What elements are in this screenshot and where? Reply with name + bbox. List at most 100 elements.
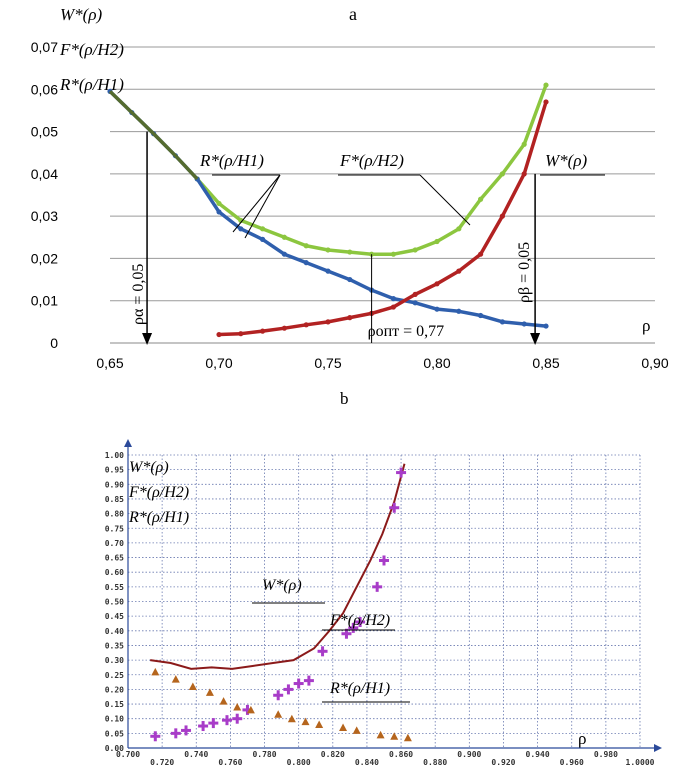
chart-a-series-R-point xyxy=(543,323,549,329)
chart-b-series-R-point xyxy=(301,717,310,726)
chart-b-x-tick-label: 0.840 xyxy=(355,758,379,767)
chart-a-x-ticks: 0,65 0,70 0,75 0,80 0,85 0,90 xyxy=(96,355,668,371)
chart-b-y-tick-label: 0.75 xyxy=(105,524,124,533)
chart-b-x-ticks: 0.700 0.720 0.740 0.760 0.780 0.800 0.820 0.840… xyxy=(116,750,655,767)
chart-b-y-tick-label: 0.25 xyxy=(105,671,124,680)
chart-b: b 0.000.050.100.150.200.250.300.350.400.… xyxy=(105,389,662,767)
chart-b-y-tick-label: 0.45 xyxy=(105,612,124,621)
chart-b-series-F-point xyxy=(317,646,328,657)
chart-a-annotations: ρα = 0,05 ρβ = 0,05 ρопт = 0,77 R*(ρ/H1)… xyxy=(130,131,605,345)
chart-b-series-F-point xyxy=(379,555,389,566)
chart-a-series-R-point xyxy=(303,260,309,266)
chart-b-series-R-point xyxy=(352,726,361,734)
chart-b-series-R-point xyxy=(376,730,385,739)
chart-b-y-tick-label: 0.40 xyxy=(105,627,124,636)
chart-b-y-tick-label: 0.00 xyxy=(105,744,124,753)
chart-b-y-tick-label: 0.70 xyxy=(105,539,124,548)
chart-a-series-W-point xyxy=(499,213,505,219)
chart-a-y-tick-label: 0,03 xyxy=(31,208,58,224)
chart-a-y-tick-label: 0,05 xyxy=(31,124,58,140)
chart-a-series-W-point xyxy=(216,331,222,338)
chart-b-series-F-point xyxy=(303,675,314,686)
chart-b-y-tick-label: 0.20 xyxy=(105,685,124,694)
chart-b-gridlines xyxy=(124,439,662,752)
chart-a-y-tick-label: 0 xyxy=(50,335,58,351)
chart-b-y-tick-label: 0.10 xyxy=(105,715,124,724)
chart-a-series-W-point xyxy=(238,331,244,337)
chart-b-x-tick-label: 0.700 xyxy=(116,750,140,759)
chart-b-y-tick-label: 0.80 xyxy=(105,510,124,519)
chart-a-gridlines xyxy=(110,46,655,344)
chart-b-series-W-line xyxy=(150,463,406,670)
chart-b-F-label: F*(ρ/H2) xyxy=(329,612,390,629)
chart-b-series-F-point xyxy=(348,622,359,633)
chart-b-series-F-point xyxy=(273,690,284,701)
chart-a-x-tick-label: 0,75 xyxy=(314,355,341,371)
chart-b-annotations: W*(ρ) F*(ρ/H2) R*(ρ/H1) xyxy=(252,577,410,703)
chart-a-R-label: R*(ρ/H1) xyxy=(199,151,264,170)
chart-a-series-R-point xyxy=(412,300,418,306)
chart-b-x-tick-label: 0.940 xyxy=(526,750,550,759)
chart-a-series-F-point xyxy=(456,226,462,232)
chart-a-panel-label: a xyxy=(349,4,357,24)
chart-b-series-R-point xyxy=(205,688,214,696)
chart-b-y-axis-label: W*(ρ) F*(ρ/H2) R*(ρ/H1) xyxy=(128,459,189,526)
chart-b-series-F-point xyxy=(150,731,161,742)
chart-a-series-W-point xyxy=(412,291,418,297)
chart-b-series-R-point xyxy=(315,720,324,729)
chart-a-series-F-point xyxy=(347,249,353,255)
chart-b-x-tick-label: 0.900 xyxy=(457,750,481,759)
chart-a-series-R-point xyxy=(281,251,287,257)
chart-b-series-R-point xyxy=(287,714,296,723)
chart-a-series-W-point xyxy=(281,325,287,331)
chart-b-series-F-point xyxy=(221,715,232,726)
chart-a-series-R-point xyxy=(216,209,222,215)
chart-b-x-tick-label: 0.980 xyxy=(594,750,618,759)
chart-b-y-tick-label: 0.90 xyxy=(105,480,124,489)
chart-b-series-F-point xyxy=(293,678,304,689)
chart-a-series-W-point xyxy=(260,328,266,334)
chart-b-series-R-point xyxy=(171,675,180,683)
chart-b-series-R-point xyxy=(390,732,399,740)
chart-a-series-F-point xyxy=(543,82,549,88)
chart-a-F-leader xyxy=(419,174,471,226)
rho-beta-arrowhead xyxy=(530,333,541,345)
chart-a-series-R-point xyxy=(434,306,440,312)
chart-a-series-R-point xyxy=(478,312,484,319)
chart-a-series-W-point xyxy=(325,319,331,325)
chart-a-series-W-point xyxy=(434,281,440,287)
chart-a-series-W-point xyxy=(521,171,527,177)
chart-a-series-W-point xyxy=(456,268,462,274)
chart-b-y-axis-arrow xyxy=(124,439,132,447)
chart-b-x-tick-label: 0.780 xyxy=(252,750,276,759)
chart-a-series-F-point xyxy=(281,234,287,240)
chart-b-y-tick-label: 0.35 xyxy=(105,641,124,650)
chart-b-y-tick-label: 0.30 xyxy=(105,656,124,665)
chart-b-x-tick-label: 0.740 xyxy=(184,750,208,759)
chart-a-series-W-point xyxy=(478,251,484,257)
chart-b-y-tick-label: 0.55 xyxy=(105,583,124,592)
chart-a-series-W-point xyxy=(543,99,549,105)
chart-b-R-label: R*(ρ/H1) xyxy=(329,680,390,697)
chart-a-series-R-point xyxy=(347,276,353,283)
chart-b-series-R-point xyxy=(233,702,242,711)
chart-a-series-R-point xyxy=(499,319,505,325)
chart-a-series-R-point xyxy=(456,308,462,314)
chart-b-series-R-point xyxy=(188,682,197,690)
chart-a-series-R-line xyxy=(108,90,547,328)
chart-b-y-tick-label: 0.60 xyxy=(105,568,124,577)
chart-b-y-tick-label: 0.15 xyxy=(105,700,124,709)
chart-a-y-axis-label: W*(ρ) F*(ρ/H2) R*(ρ/H1) xyxy=(59,5,124,94)
chart-b-y-tick-label: 0.50 xyxy=(105,598,124,607)
rho-beta-label: ρβ = 0,05 xyxy=(516,242,533,303)
chart-a-series-F-point xyxy=(521,141,527,147)
chart-a-series-F-point xyxy=(434,238,440,245)
chart-b-x-axis-label: ρ xyxy=(578,729,586,748)
chart-b-y-tick-label: 0.95 xyxy=(105,466,124,475)
chart-b-series-F-point xyxy=(170,728,181,739)
chart-b-series-F-point xyxy=(181,725,192,736)
chart-a-series-F-point xyxy=(260,226,266,232)
chart-a-x-tick-label: 0,65 xyxy=(96,355,123,371)
chart-b-x-tick-label: 0.880 xyxy=(423,758,447,767)
